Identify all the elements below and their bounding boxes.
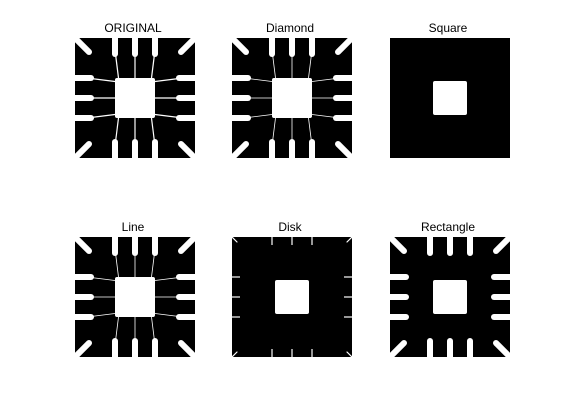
bond-wire	[243, 77, 277, 83]
bond-wire	[150, 248, 156, 282]
corner-gap	[346, 237, 352, 243]
chip-image-disk	[232, 237, 352, 357]
panel-title: ORIGINAL	[104, 21, 162, 35]
corner-gap	[346, 351, 352, 357]
panel-disk: Disk	[225, 220, 355, 370]
bond-wire	[86, 77, 120, 83]
corner-gap	[75, 340, 92, 357]
panel-title: Rectangle	[420, 220, 476, 234]
die-square	[115, 78, 155, 118]
die-square	[275, 280, 309, 314]
bond-wire	[114, 49, 120, 83]
chip-image-diamond	[232, 38, 352, 158]
panel-square: Square	[383, 21, 513, 171]
bond-wire	[86, 276, 120, 282]
bond-wire	[271, 49, 277, 83]
corner-gap	[178, 340, 195, 357]
bond-wire	[114, 248, 120, 282]
die-square	[433, 280, 467, 314]
corner-gap	[493, 340, 510, 357]
corner-gap	[232, 351, 238, 357]
corner-gap	[335, 38, 352, 55]
corner-gap	[232, 237, 238, 243]
corner-gap	[178, 141, 195, 158]
bond-wire	[150, 312, 184, 318]
panel-original: ORIGINAL	[68, 21, 198, 171]
bond-wire	[150, 77, 184, 83]
panel-diamond: Diamond	[225, 21, 355, 171]
panel-title: Diamond	[265, 21, 315, 35]
bond-wire	[114, 312, 120, 346]
panel-line: Line	[68, 220, 198, 370]
chip-image-original	[75, 38, 195, 158]
bond-wire	[271, 113, 277, 147]
die-square	[433, 81, 467, 115]
corner-gap	[178, 38, 195, 55]
corner-gap	[232, 38, 249, 55]
chip-image-line	[75, 237, 195, 357]
bond-wire	[307, 49, 313, 83]
bond-wire	[307, 113, 313, 147]
bond-wire	[307, 77, 341, 83]
corner-gap	[75, 237, 92, 254]
panel-title: Square	[428, 21, 468, 35]
bond-wire	[150, 113, 156, 147]
chip-image-rectangle	[390, 237, 510, 357]
bond-wire	[307, 113, 341, 119]
bond-wire	[86, 113, 120, 119]
panel-rectangle: Rectangle	[383, 220, 513, 370]
panel-title: Disk	[278, 220, 302, 234]
corner-gap	[335, 141, 352, 158]
bond-wire	[243, 113, 277, 119]
bond-wire	[150, 312, 156, 346]
corner-gap	[178, 237, 195, 254]
corner-gap	[390, 237, 407, 254]
bond-wire	[150, 113, 184, 119]
corner-gap	[75, 38, 92, 55]
bond-wire	[86, 312, 120, 318]
bond-wire	[114, 113, 120, 147]
corner-gap	[232, 141, 249, 158]
corner-gap	[75, 141, 92, 158]
die-square	[272, 78, 312, 118]
bond-wire	[150, 276, 184, 282]
chip-image-square	[390, 38, 510, 158]
corner-gap	[390, 340, 407, 357]
panel-title: Line	[121, 220, 145, 234]
bond-wire	[150, 49, 156, 83]
die-square	[115, 277, 155, 317]
corner-gap	[493, 237, 510, 254]
